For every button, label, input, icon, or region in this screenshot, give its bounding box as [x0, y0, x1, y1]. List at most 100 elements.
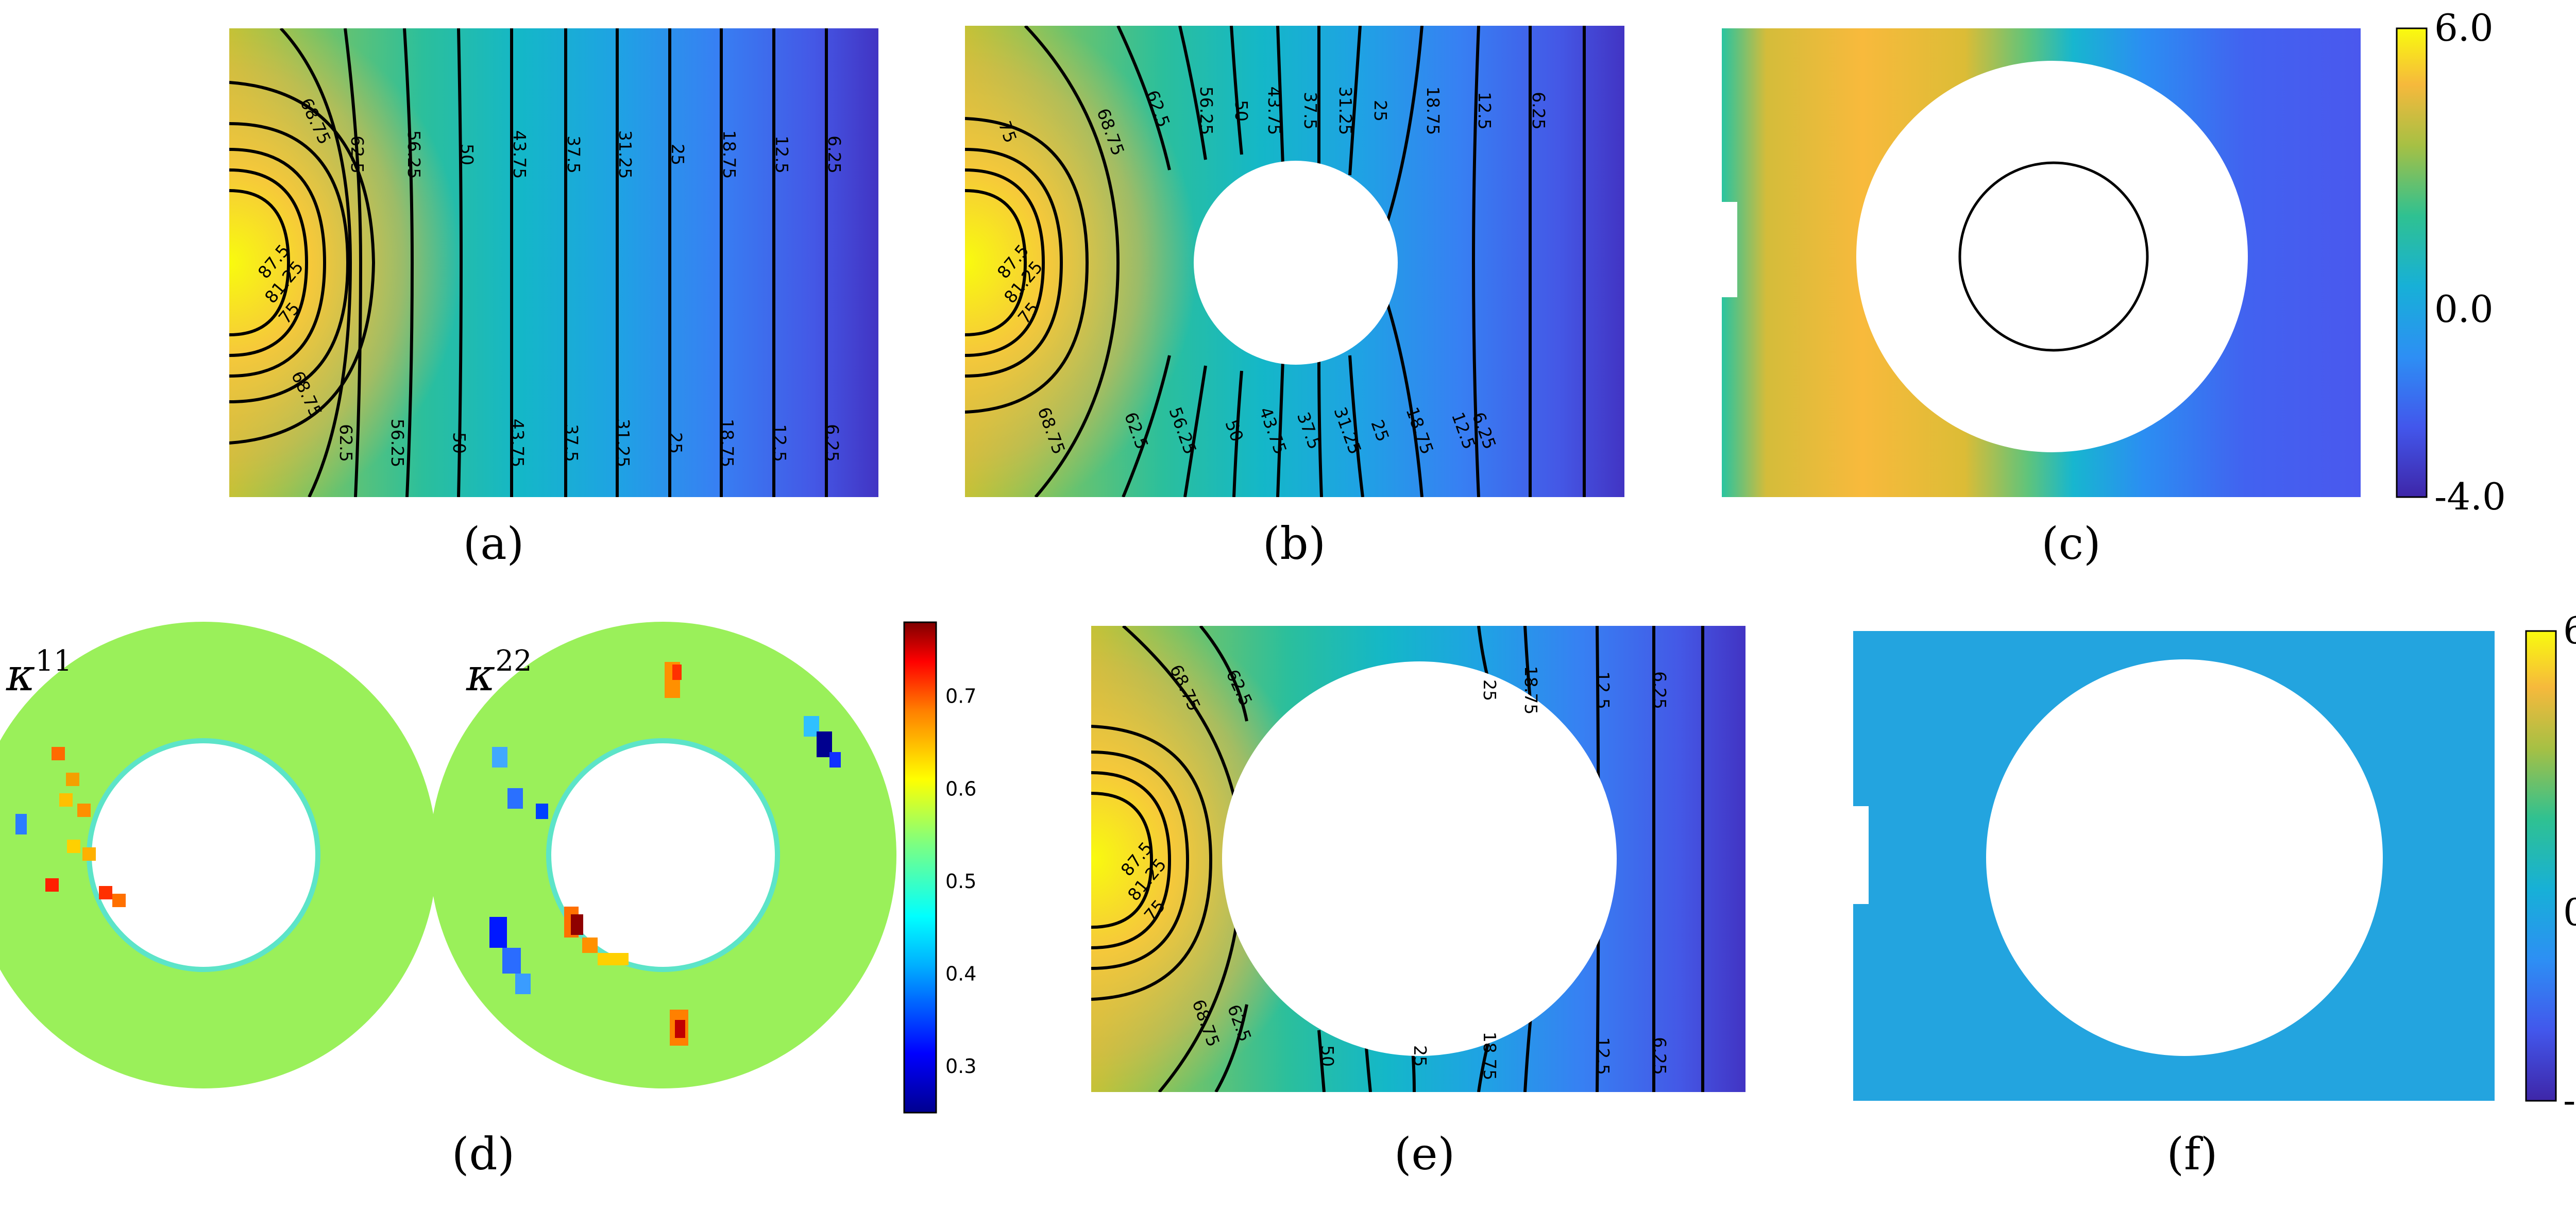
hot-cell: [66, 773, 79, 786]
contour-line: [1091, 725, 1213, 1001]
contour-line: [1178, 26, 1207, 497]
panel-label-e: (e): [1394, 1129, 1455, 1180]
contour-line: [1091, 751, 1190, 970]
panel-f-hole: [1986, 659, 2383, 1056]
hot-cell: [52, 747, 65, 760]
colorbar-tick-label: 0.3: [945, 1055, 976, 1078]
contour-label: 37.5: [562, 424, 582, 462]
hot-cell: [598, 953, 629, 965]
contour-line: [457, 28, 463, 497]
contour-line: [229, 81, 376, 445]
contour-label: 43.75: [1264, 87, 1284, 135]
colorbar-tick-label: 0.7: [945, 685, 976, 708]
panel-d: κ11 κ22 0.7 0.6 0.5 0.4 0.3 (d): [0, 621, 976, 1180]
contour-label: 6.25: [1650, 1037, 1670, 1075]
cold-cell: [536, 804, 548, 819]
colorbar-tick-label: 0.5: [945, 870, 976, 893]
panel-e-hole: [1222, 661, 1617, 1056]
cold-cell: [515, 974, 531, 994]
panel-c-notch: [1720, 202, 1737, 297]
contour-line: [229, 168, 309, 357]
cold-cell: [829, 752, 841, 768]
panel-a-contours: [229, 28, 828, 497]
colorbar-tick-label: 0.0: [2434, 287, 2494, 331]
colorbar-tick-label: -4.0: [2434, 475, 2506, 518]
hot-cell: [82, 847, 96, 861]
contour-line: [1317, 1030, 1326, 1092]
panel-b-hole: [1194, 161, 1398, 365]
hot-cell: [112, 894, 126, 907]
panel-f: 6.0 0.0 -4.0 (f): [1851, 609, 2576, 1180]
hot-cell: [77, 804, 91, 817]
contour-line: [1091, 771, 1172, 949]
panel-c: 6.0 0.0 -4.0 (c): [1720, 6, 2506, 570]
contour-label: 56.25: [404, 130, 424, 179]
hot-cell: [582, 938, 598, 953]
contour-label: 31.25: [613, 419, 633, 467]
contour-label: 25: [1480, 679, 1500, 701]
contour-label: 50: [1231, 100, 1251, 122]
panel-f-notch: [1851, 806, 1869, 904]
contour-line: [1276, 26, 1284, 497]
cold-cell: [507, 788, 523, 809]
colorbar-tick-label: -4.0: [2563, 1079, 2576, 1122]
contour-label: 6.25: [822, 424, 842, 462]
panel-a-hotspot: [229, 28, 652, 497]
panel-b-contours: [965, 26, 1586, 497]
contour-label: 62.5: [347, 135, 367, 173]
contour-line: [965, 148, 1063, 378]
panel-b: 75 68.75 62.5 56.25 50 43.75 37.5 31.25 25 18.75 1…: [965, 26, 1624, 570]
annulus-ring: [0, 622, 437, 1088]
contour-label: 18.75: [1480, 1032, 1500, 1080]
contour-label: 25: [1410, 1045, 1430, 1067]
contour-line: [1116, 26, 1171, 497]
panel-b-labels-top: 75 68.75 62.5 56.25 50 43.75 37.5 31.25 25 18.75 1…: [994, 87, 1549, 158]
contour-label: 18.75: [1521, 666, 1541, 714]
contour-label: 12.5: [770, 424, 790, 462]
contour-label: 25: [1370, 100, 1391, 122]
contour-line: [965, 117, 1089, 414]
cold-cell: [492, 747, 507, 768]
contour-line: [1091, 792, 1154, 929]
contour-line: [1199, 626, 1248, 1092]
colorbar-tick-label: 0.6: [945, 777, 976, 800]
contour-label: 50: [1317, 1045, 1337, 1067]
contour-label: 62.5: [336, 424, 356, 462]
contour-label: 25: [668, 144, 688, 165]
contour-label: 12.5: [1593, 1037, 1613, 1075]
contour-label: 50: [449, 432, 469, 454]
contour-label: 6.25: [1529, 92, 1549, 129]
contour-line: [344, 28, 363, 497]
contour-line: [965, 189, 1027, 336]
annulus-ring: [430, 622, 896, 1088]
contour-label: 37.5: [1300, 92, 1320, 129]
contour-label: 43.75: [510, 130, 530, 179]
panel-label-c: (c): [2041, 518, 2100, 570]
kappa22-label: κ22: [466, 644, 532, 701]
panel-c-inner-ring: [1958, 161, 2149, 352]
colorbar-tick-label: 6.0: [2563, 609, 2576, 652]
contour-label: 56.25: [1196, 87, 1216, 135]
contour-label: 18.75: [717, 419, 737, 467]
contour-label: 18.75: [719, 130, 739, 179]
panel-e: 68.75 62.5 25 18.75 12.5 6.25 68.75 62.550 25 18…: [1091, 626, 1745, 1180]
panel-c-hole: [1856, 61, 2248, 452]
hot-cell: [45, 878, 59, 892]
cold-cell: [489, 917, 507, 948]
contour-line: [1317, 26, 1323, 497]
colorbar-c: [2396, 27, 2428, 498]
contour-label: 50: [457, 144, 477, 165]
hot-cell: [571, 914, 583, 935]
contour-label: 12.5: [1593, 671, 1613, 709]
colorbar-f: [2525, 630, 2557, 1102]
contour-label: 12.5: [772, 135, 792, 173]
hot-cell: [675, 1020, 685, 1038]
contour-line: [1348, 26, 1364, 497]
contour-line: [229, 189, 291, 336]
contour-line: [1384, 26, 1423, 497]
colorbar-f-ticks: 6.0 0.0 -4.0: [2563, 609, 2576, 1122]
contour-line: [965, 168, 1045, 357]
colorbar-tick-label: 0.4: [945, 963, 976, 985]
contour-line: [229, 148, 327, 378]
